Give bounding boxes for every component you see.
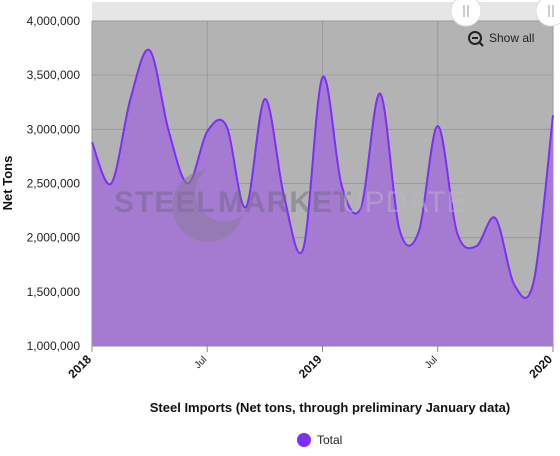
data-point[interactable] bbox=[512, 282, 518, 288]
x-tick-label: 2020 bbox=[526, 352, 555, 381]
x-tick-label: Jul bbox=[193, 354, 210, 371]
data-point[interactable] bbox=[320, 74, 326, 80]
y-tick-label: 3,000,000 bbox=[27, 122, 81, 136]
data-point[interactable] bbox=[147, 47, 153, 53]
watermark-word-steel: STEEL bbox=[114, 186, 216, 219]
watermark-crescent bbox=[172, 170, 243, 242]
y-tick-label: 2,000,000 bbox=[27, 231, 81, 245]
watermark-word-update: UPDATE bbox=[342, 186, 467, 219]
series-area-total bbox=[92, 49, 553, 346]
series-line-total[interactable] bbox=[91, 48, 554, 299]
data-point[interactable] bbox=[396, 226, 402, 232]
y-tick-label: 1,500,000 bbox=[27, 285, 81, 299]
y-tick-label: 1,000,000 bbox=[27, 339, 81, 353]
grip-lines-icon bbox=[548, 5, 554, 17]
data-point[interactable] bbox=[89, 139, 95, 145]
watermark-word-market: MARKET bbox=[218, 186, 352, 219]
y-axis-title: Net Tons bbox=[0, 156, 15, 211]
zoom-out-icon bbox=[468, 31, 484, 47]
watermark: STEEL MARKET UPDATE bbox=[114, 170, 467, 242]
data-point[interactable] bbox=[262, 96, 268, 102]
x-axis-title: Steel Imports (Net tons, through prelimi… bbox=[150, 400, 510, 415]
data-point[interactable] bbox=[377, 91, 383, 97]
x-tick-label: 2018 bbox=[65, 352, 94, 381]
data-point[interactable] bbox=[223, 123, 229, 129]
x-tick-label: 2019 bbox=[296, 352, 325, 381]
data-point[interactable] bbox=[204, 129, 210, 135]
data-point[interactable] bbox=[127, 96, 133, 102]
y-tick-label: 3,500,000 bbox=[27, 68, 81, 82]
data-point[interactable] bbox=[492, 215, 498, 221]
legend-label-total[interactable]: Total bbox=[317, 433, 342, 447]
series-layer bbox=[89, 47, 556, 346]
data-point[interactable] bbox=[473, 243, 479, 249]
show-all-button-bg[interactable] bbox=[462, 27, 546, 49]
data-point[interactable] bbox=[166, 129, 172, 135]
data-point[interactable] bbox=[300, 246, 306, 252]
navigator-strip[interactable] bbox=[92, 2, 553, 21]
legend[interactable]: Total bbox=[297, 433, 342, 447]
y-tick-label: 4,000,000 bbox=[27, 14, 81, 28]
data-point[interactable] bbox=[454, 229, 460, 235]
data-point[interactable] bbox=[550, 112, 556, 118]
show-all-label: Show all bbox=[489, 31, 534, 45]
data-point[interactable] bbox=[416, 229, 422, 235]
navigator-handle-left[interactable] bbox=[450, 0, 482, 27]
x-tick-label: Jul bbox=[423, 354, 440, 371]
navigator-handle-right[interactable] bbox=[535, 0, 560, 27]
axis-layer: 1,000,000 1,500,000 2,000,000 2,500,000 3,00… bbox=[27, 14, 556, 381]
data-point[interactable] bbox=[531, 278, 537, 284]
data-point[interactable] bbox=[435, 123, 441, 129]
y-tick-label: 2,500,000 bbox=[27, 177, 81, 191]
show-all-button[interactable]: Show all bbox=[462, 27, 546, 49]
legend-swatch-total[interactable] bbox=[297, 433, 311, 447]
grip-lines-icon bbox=[463, 5, 469, 17]
